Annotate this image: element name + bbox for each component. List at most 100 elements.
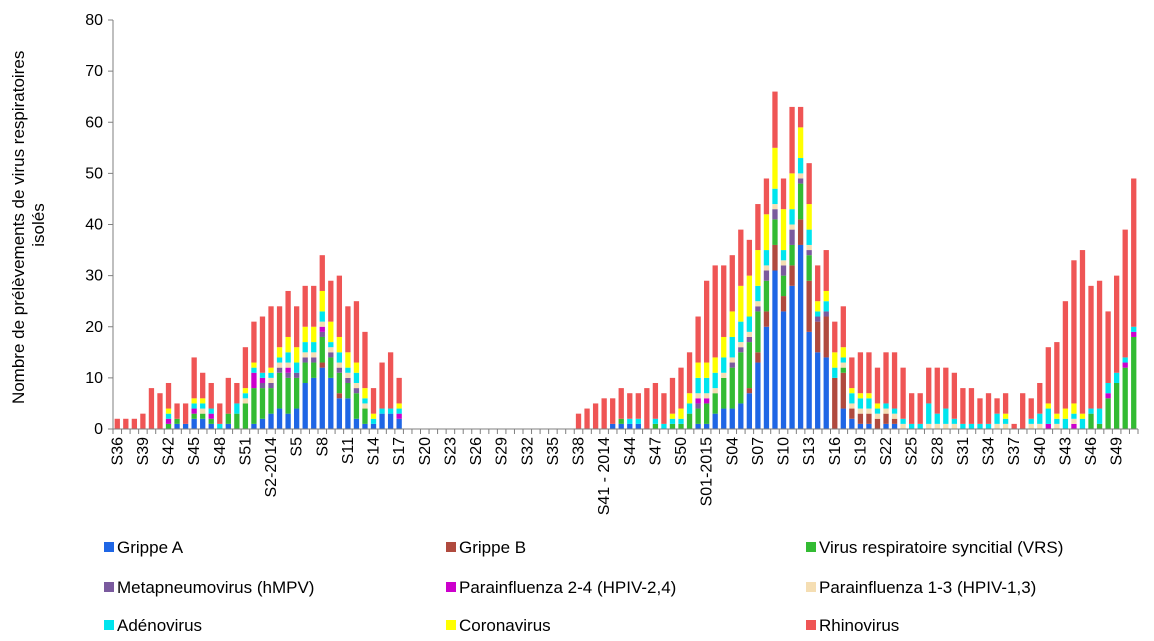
bar-segment-s6-w76 — [763, 250, 770, 266]
bar-segment-s5-w103 — [994, 423, 1000, 429]
bar-segment-s7-w69 — [704, 362, 710, 378]
legend-swatch — [104, 620, 114, 630]
bar-segment-s2-w70 — [712, 393, 718, 414]
bar-segment-s0-w13 — [225, 423, 231, 429]
bar-segment-s6-w118 — [1122, 357, 1128, 363]
y-axis-title-line-1: Nombre de prélèvements de virus respirat… — [9, 51, 28, 404]
bar-segment-s8-w19 — [276, 306, 283, 348]
bar-segment-s1-w84 — [832, 377, 838, 430]
bar-segment-s0-w10 — [200, 418, 206, 429]
bar-segment-s7-w80 — [797, 127, 804, 159]
bar-segment-s4-w68 — [695, 398, 701, 404]
bar-segment-s8-w103 — [994, 398, 1000, 414]
bar-segment-s2-w80 — [797, 183, 804, 220]
bar-segment-s8-w6 — [165, 382, 172, 409]
bar-segment-s7-w76 — [763, 214, 770, 251]
bar-segment-s0-w77 — [772, 270, 778, 429]
bar-segment-s5-w78 — [780, 260, 787, 266]
bar-segment-s5-w77 — [772, 204, 778, 210]
bar-segment-s8-w83 — [823, 250, 829, 291]
bar-segment-s1-w89 — [874, 418, 881, 429]
bar-segment-s2-w65 — [669, 423, 676, 429]
bar-segment-s8-w94 — [917, 393, 923, 424]
bar-segment-s6-w115 — [1096, 408, 1103, 424]
bar-segment-s4-w33 — [396, 413, 402, 419]
bar-segment-s6-w11 — [208, 408, 214, 414]
bar-segment-s5-w92 — [900, 423, 906, 429]
bar-segment-s0-w30 — [370, 423, 377, 429]
axes-layer — [108, 19, 1139, 434]
bar-segment-s0-w61 — [635, 423, 641, 429]
x-tick-label: S22 — [878, 437, 895, 466]
bar-segment-s7-w110 — [1054, 413, 1060, 419]
y-tick-label: 0 — [94, 421, 103, 438]
bar-segment-s5-w73 — [738, 342, 744, 348]
bar-segment-s5-w88 — [866, 408, 872, 414]
bar-segment-s6-w81 — [806, 229, 812, 245]
bar-segment-s8-w8 — [182, 403, 189, 424]
bar-segment-s8-w101 — [977, 398, 983, 424]
bar-segment-s8-w57 — [601, 398, 607, 429]
bar-segment-s0-w59 — [618, 423, 624, 429]
bar-segment-s5-w18 — [268, 377, 274, 383]
bar-segment-s8-w116 — [1105, 311, 1111, 383]
legend-label: Virus respiratoire syncitial (VRS) — [819, 538, 1063, 557]
bar-segment-s0-w32 — [387, 413, 394, 429]
bar-segment-s1-w79 — [789, 265, 795, 286]
legend-label: Parainfluenza 2-4 (HPIV-2,4) — [459, 578, 676, 597]
x-tick-label: S07 — [750, 437, 767, 466]
bar-segment-s8-w114 — [1088, 285, 1094, 409]
bar-segment-s6-w95 — [926, 403, 932, 424]
bar-segment-s8-w77 — [772, 91, 778, 148]
bar-segment-s3-w75 — [755, 306, 761, 312]
bar-segment-s6-w117 — [1114, 372, 1120, 383]
bar-segment-s0-w60 — [627, 423, 633, 429]
x-tick-label: S44 — [622, 437, 639, 466]
bar-segment-s2-w76 — [763, 280, 770, 312]
bar-segment-s2-w67 — [686, 413, 693, 429]
bar-segment-s8-w108 — [1037, 382, 1043, 414]
y-tick-label: 60 — [85, 114, 103, 131]
bar-segment-s6-w60 — [627, 418, 633, 424]
bar-segment-s7-w16 — [251, 362, 257, 368]
bar-segment-s6-w90 — [883, 403, 889, 409]
bar-segment-s3-w20 — [285, 372, 291, 378]
bar-segment-s5-w75 — [755, 301, 761, 307]
bar-segment-s2-w114 — [1088, 413, 1094, 429]
bar-segment-s8-w31 — [379, 362, 385, 409]
bar-segment-s6-w68 — [695, 377, 701, 394]
bar-segment-s2-w23 — [311, 362, 317, 378]
bar-segment-s7-w28 — [353, 362, 360, 373]
bar-segment-s2-w14 — [234, 413, 240, 429]
bar-segment-s7-w21 — [294, 347, 300, 363]
y-tick-label: 50 — [85, 165, 103, 182]
bar-segment-s0-w70 — [712, 413, 718, 429]
x-tick-label: S50 — [673, 437, 690, 466]
y-tick-label: 20 — [85, 319, 103, 336]
bar-segment-s0-w22 — [302, 382, 308, 429]
bar-segment-s1-w74 — [746, 388, 753, 394]
bar-segment-s8-w11 — [208, 382, 214, 409]
bar-segment-s5-w26 — [336, 362, 343, 368]
legend-label: Metapneumovirus (hMPV) — [117, 578, 314, 597]
bar-segment-s4-w6 — [165, 418, 172, 424]
bar-segment-s0-w7 — [174, 423, 180, 429]
bar-segment-s3-w23 — [311, 357, 317, 363]
bar-segment-s6-w87 — [857, 398, 864, 409]
bar-segment-s8-w84 — [832, 321, 838, 353]
bar-segment-s2-w68 — [695, 408, 701, 424]
bar-segment-s5-w89 — [874, 413, 881, 419]
legend-swatch — [446, 620, 456, 630]
bar-segment-s7-w85 — [840, 347, 846, 358]
bar-segment-s3-w21 — [294, 372, 300, 378]
bar-segment-s6-w33 — [396, 408, 402, 414]
bar-segment-s3-w19 — [276, 367, 283, 373]
bar-segment-s0-w91 — [891, 423, 898, 429]
bar-segment-s8-w111 — [1062, 301, 1069, 409]
bar-segment-s3-w77 — [772, 209, 778, 220]
bar-segment-s7-w6 — [165, 408, 172, 414]
bar-segment-s6-w99 — [960, 423, 966, 429]
bar-segment-s5-w90 — [883, 408, 889, 414]
bar-segment-s6-w22 — [302, 342, 308, 353]
